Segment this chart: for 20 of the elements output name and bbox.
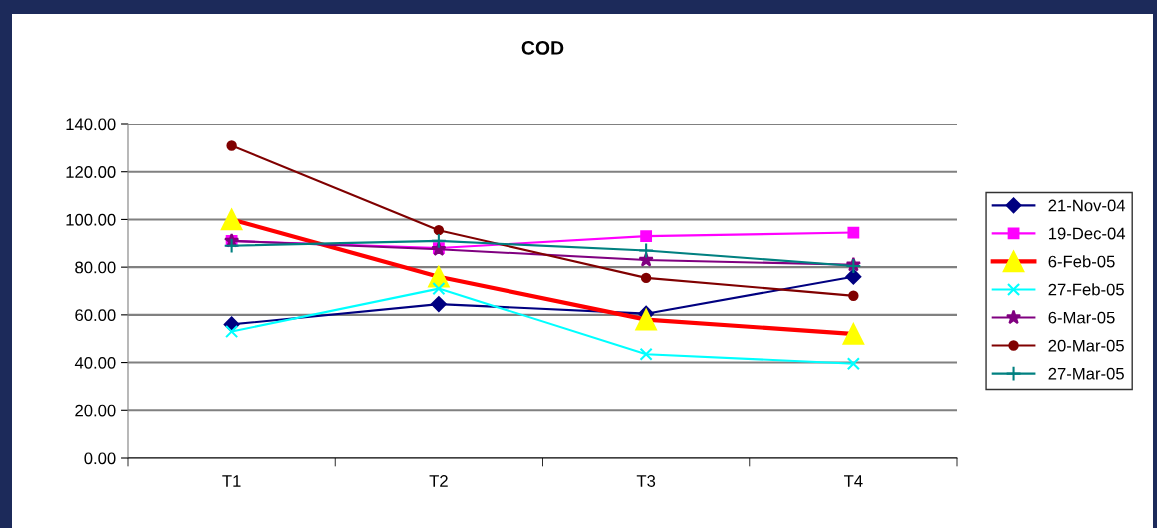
y-tick-label: 140.00 bbox=[66, 118, 116, 131]
legend-label: 6-Mar-05 bbox=[1048, 311, 1115, 324]
x-tick-label: T1 bbox=[222, 475, 241, 487]
legend-label: 27-Mar-05 bbox=[1048, 367, 1124, 380]
x-tick-label: T2 bbox=[429, 475, 448, 487]
legend-label: 19-Dec-04 bbox=[1049, 227, 1126, 240]
legend-label: 6-Feb-05 bbox=[1048, 255, 1115, 268]
y-tick-label: 0.00 bbox=[84, 452, 116, 465]
x-tick-label: T3 bbox=[636, 475, 656, 487]
y-tick-label: 80.00 bbox=[75, 261, 116, 274]
y-tick-label: 40.00 bbox=[74, 356, 116, 369]
legend-label: 27-Feb-05 bbox=[1048, 283, 1124, 296]
y-tick-label: 20.00 bbox=[75, 404, 116, 417]
y-tick-label: 120.00 bbox=[66, 166, 116, 178]
y-tick-label: 60.00 bbox=[75, 309, 116, 322]
y-tick-label: 100.00 bbox=[66, 213, 116, 226]
chart-title: COD bbox=[521, 40, 564, 55]
x-tick-label: T4 bbox=[844, 475, 863, 487]
legend-label: 21-Nov-04 bbox=[1048, 199, 1126, 212]
legend-label: 20-Mar-05 bbox=[1048, 339, 1124, 352]
